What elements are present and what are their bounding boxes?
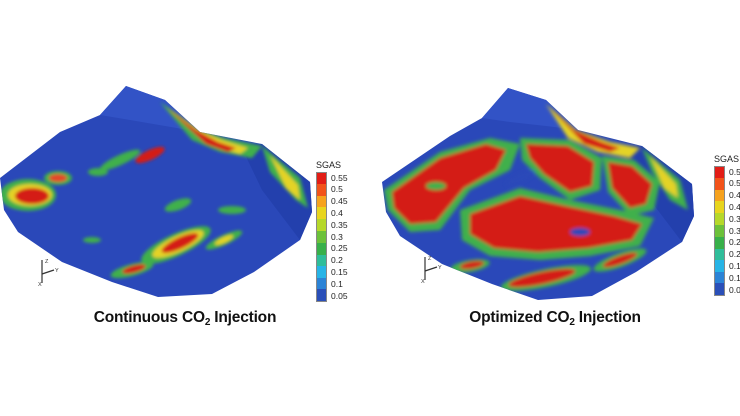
colorbar-swatch: [316, 171, 327, 185]
colorbar-swatch: [316, 289, 327, 303]
caption-text-end: Injection: [210, 309, 277, 326]
colorbar-row: 0.5: [316, 183, 348, 196]
colorbar-tick-label: 0.3: [729, 225, 740, 236]
colorbar-tick-label: 0.35: [331, 219, 348, 230]
colorbar-tick-label: 0.3: [331, 231, 343, 242]
axis-triad-icon: Z Y X: [38, 259, 59, 286]
colorbar-swatch: [316, 266, 327, 279]
colorbar-swatch: [714, 272, 725, 284]
colorbar-row: 0.1: [316, 278, 348, 290]
colorbar-tick-label: 0.2: [331, 255, 343, 266]
colorbar-swatch: [316, 242, 327, 255]
colorbar-swatch: [714, 224, 725, 237]
colorbar-swatch: [714, 165, 725, 179]
sgas-colorbar: SGAS 0.550.50.450.40.350.30.250.20.150.1…: [714, 154, 740, 297]
caption-text-end: Injection: [574, 309, 641, 326]
caption-subscript: 2: [204, 317, 211, 328]
caption-text: Optimized CO: [469, 309, 570, 326]
colorbar-row: 0.15: [714, 260, 740, 273]
colorbar-tick-label: 0.1: [729, 272, 740, 283]
colorbar-swatch: [714, 213, 725, 225]
colorbar-row: 0.55: [714, 165, 740, 179]
colorbar-title: SGAS: [714, 154, 740, 164]
colorbar-swatch: [316, 207, 327, 220]
colorbar-row: 0.05: [316, 289, 348, 303]
colorbar-tick-label: 0.4: [331, 208, 343, 219]
colorbar-swatch: [714, 260, 725, 273]
colorbar-tick-label: 0.45: [729, 190, 740, 201]
colorbar-row: 0.4: [714, 201, 740, 214]
colorbar-swatch: [714, 201, 725, 214]
colorbar-row: 0.25: [316, 242, 348, 255]
colorbar-tick-label: 0.15: [729, 261, 740, 272]
colorbar-swatch: [714, 189, 725, 202]
colorbar-row: 0.5: [714, 177, 740, 190]
panel-caption: Continuous CO2 Injection: [0, 309, 370, 328]
caption-text: Continuous CO: [93, 309, 205, 326]
colorbar-swatch: [316, 219, 327, 231]
axis-x-label: X: [38, 282, 42, 286]
axis-triad-icon: Z Y X: [421, 256, 442, 283]
colorbar-row: 0.4: [316, 207, 348, 220]
colorbar-tick-label: 0.4: [729, 202, 740, 213]
colorbar-scale: 0.550.50.450.40.350.30.250.20.150.10.05: [714, 165, 740, 297]
colorbar-row: 0.2: [714, 248, 740, 261]
colorbar-tick-label: 0.1: [331, 278, 343, 289]
colorbar-row: 0.2: [316, 254, 348, 267]
optimized-injection-render: [382, 88, 694, 300]
colorbar-swatch: [316, 230, 327, 243]
colorbar-row: 0.45: [714, 189, 740, 202]
colorbar-tick-label: 0.25: [331, 243, 348, 254]
colorbar-tick-label: 0.05: [331, 290, 348, 301]
colorbar-row: 0.25: [714, 236, 740, 249]
axis-y-label: Y: [438, 265, 442, 271]
axis-z-label: Z: [45, 259, 49, 265]
right-panel: Z Y X SGAS 0.550.50.450.40.350.30.250.20…: [370, 0, 740, 416]
colorbar-swatch: [714, 236, 725, 249]
colorbar-swatch: [316, 183, 327, 196]
colorbar-tick-label: 0.05: [729, 284, 740, 295]
colorbar-tick-label: 0.5: [331, 184, 343, 195]
panel-caption: Optimized CO2 Injection: [370, 309, 740, 328]
colorbar-row: 0.55: [316, 171, 348, 185]
colorbar-swatch: [714, 248, 725, 261]
colorbar-row: 0.3: [714, 224, 740, 237]
continuous-injection-render: [0, 86, 312, 297]
colorbar-tick-label: 0.25: [729, 237, 740, 248]
colorbar-tick-label: 0.35: [729, 213, 740, 224]
colorbar-title: SGAS: [316, 160, 342, 170]
colorbar-swatch: [316, 254, 327, 267]
colorbar-swatch: [316, 278, 327, 290]
axis-y-label: Y: [55, 268, 59, 274]
left-panel: Z Y X SGAS 0.55 0.5 0.45 0.4 0.35 0.3 0.25 0.2 0…: [0, 86, 370, 328]
colorbar-swatch: [714, 283, 725, 297]
colorbar-tick-label: 0.2: [729, 249, 740, 260]
colorbar-tick-label: 0.5: [729, 178, 740, 189]
axis-z-label: Z: [428, 256, 432, 262]
colorbar-row: 0.3: [316, 230, 348, 243]
colorbar-row: 0.15: [316, 266, 348, 279]
colorbar-tick-label: 0.45: [331, 196, 348, 207]
axis-x-label: X: [421, 279, 425, 283]
colorbar-swatch: [316, 195, 327, 208]
colorbar-row: 0.35: [316, 219, 348, 231]
colorbar-tick-label: 0.55: [331, 172, 348, 183]
colorbar-row: 0.1: [714, 272, 740, 284]
colorbar-row: 0.05: [714, 283, 740, 297]
colorbar-swatch: [714, 177, 725, 190]
caption-subscript: 2: [569, 317, 575, 328]
colorbar-tick-label: 0.55: [729, 166, 740, 177]
colorbar-row: 0.45: [316, 195, 348, 208]
colorbar-row: 0.35: [714, 213, 740, 225]
colorbar-tick-label: 0.15: [331, 267, 348, 278]
